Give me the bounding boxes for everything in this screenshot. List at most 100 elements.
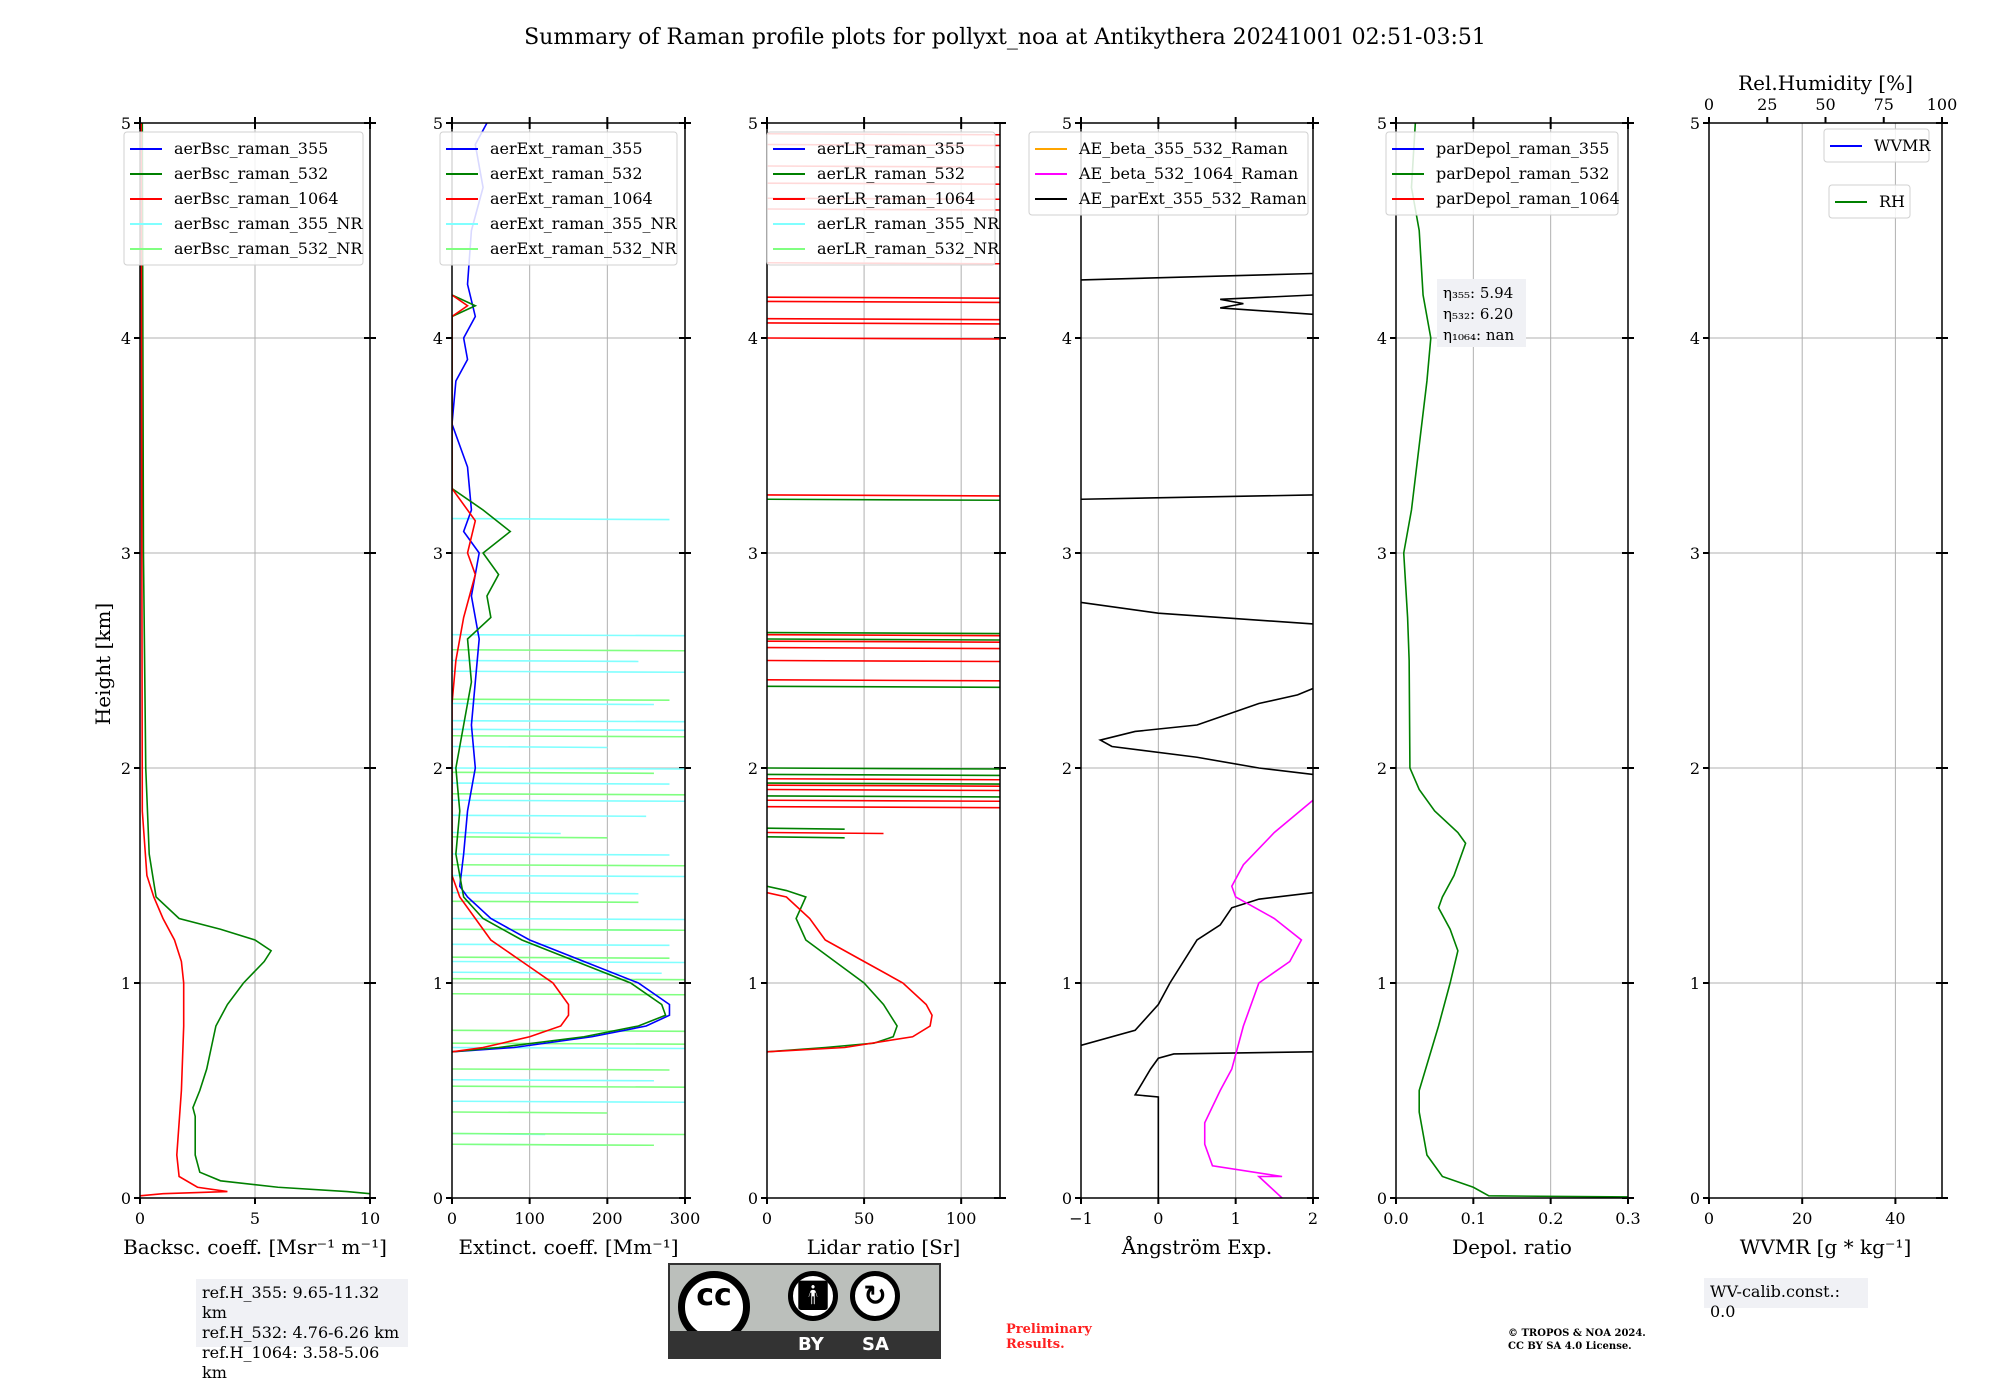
spike-mark (767, 836, 845, 839)
legend-label: aerBsc_raman_1064 (174, 189, 339, 208)
x-tick-label: 1 (1231, 1209, 1241, 1228)
x-axis-label: Extinct. coeff. [Mm⁻¹] (458, 1235, 678, 1259)
refH-532: ref.H_532: 4.76-6.26 km (202, 1323, 400, 1342)
spike-mark (767, 805, 1000, 809)
legend: aerExt_raman_355 aerExt_raman_532 aerExt_r… (439, 131, 678, 266)
spike-mark (452, 767, 685, 770)
legend-label: parDepol_raman_1064 (1436, 189, 1620, 208)
spike-mark (767, 640, 1000, 643)
series-AE_parExt_355_532_Raman (1081, 601, 1313, 625)
cc-by-sa-logo: cc 🚹︎ ↻ BY SA (668, 1263, 941, 1359)
axes-frame (451, 122, 686, 1199)
y-tick-label: 4 (1062, 329, 1072, 348)
panel-2: 0 100 200 300 0 1 2 3 4 5 Extinct. coeff. [Mm⁻¹] ae… (433, 114, 700, 1259)
plot-area (1081, 272, 1313, 1198)
spike-mark (452, 719, 685, 723)
reference-height-box: ref.H_355: 9.65-11.32 km ref.H_532: 4.76… (196, 1279, 408, 1382)
series-aerLR_raman_1064 (767, 891, 933, 1053)
series-parDepol_raman_532 (1402, 123, 1628, 1198)
legend-label: aerExt_raman_532_NR (490, 239, 678, 258)
panel-5: 0.0 0.1 0.2 0.3 0 1 2 3 4 5 Depol. ratio parDepol_r… (1377, 114, 1641, 1259)
spike-mark (452, 977, 685, 981)
y-tick-label: 3 (748, 544, 758, 563)
spike-mark (767, 296, 1000, 299)
plot-area (767, 132, 1000, 1053)
x-tick-label: 0.3 (1615, 1209, 1640, 1228)
legend-box (1823, 128, 1930, 163)
legend-label: parDepol_raman_355 (1436, 139, 1609, 158)
spike-mark (767, 773, 1000, 777)
top-x-tick-label: 0 (1704, 95, 1714, 114)
spike-mark (452, 836, 608, 839)
legend-label: aerLR_raman_355_NR (817, 214, 1000, 233)
spike-mark (767, 782, 1000, 785)
spike-mark (452, 517, 670, 521)
spike-mark (452, 928, 685, 932)
spike-mark (452, 1132, 685, 1136)
spike-mark (767, 498, 1000, 502)
spike-mark (767, 777, 1000, 781)
axes-frame (139, 122, 371, 1199)
x-axis-label: Ångström Exp. (1121, 1234, 1272, 1259)
legend-box (1385, 131, 1619, 216)
y-tick-label: 5 (748, 114, 758, 133)
y-tick-label: 1 (1377, 974, 1387, 993)
spike-mark (452, 734, 685, 738)
y-tick-label: 1 (1062, 974, 1072, 993)
spike-mark (767, 659, 1000, 663)
spike-mark (452, 853, 670, 856)
x-tick-label: 5 (250, 1209, 260, 1228)
preliminary-line1: Preliminary (1006, 1322, 1092, 1337)
spike-mark (452, 648, 685, 652)
spike-mark (767, 638, 1000, 641)
axes-frame (1708, 122, 1943, 1199)
x-tick-label: 50 (854, 1209, 874, 1228)
spike-mark (767, 631, 1000, 635)
x-tick-label: 200 (592, 1209, 623, 1228)
plot-area (140, 123, 370, 1197)
spike-mark (767, 317, 1000, 321)
y-tick-label: 1 (433, 974, 443, 993)
y-tick-label: 0 (1377, 1189, 1387, 1208)
x-tick-label: 0.0 (1383, 1209, 1408, 1228)
annotation-line: η₁₀₆₄: nan (1443, 326, 1514, 344)
series-AE_beta_532_1064_Raman (1203, 799, 1313, 1198)
y-tick-label: 1 (748, 974, 758, 993)
x-tick-label: 300 (670, 1209, 701, 1228)
spike-mark (452, 960, 685, 964)
spike-mark (452, 792, 685, 796)
spike-mark (767, 767, 1000, 770)
x-tick-label: 0.1 (1461, 1209, 1486, 1228)
eta-annotation: η₃₅₅: 5.94 η₅₃₂: 6.20 η₁₀₆₄: nan (1437, 279, 1526, 347)
legend-label: parDepol_raman_532 (1436, 164, 1609, 183)
legend-label: aerBsc_raman_532_NR (174, 239, 363, 258)
preliminary-note: Preliminary Results. (1006, 1322, 1092, 1352)
legend-box (1028, 131, 1309, 216)
sa-share-icon: ↻ (850, 1271, 900, 1321)
refH-355: ref.H_355: 9.65-11.32 km (202, 1283, 380, 1322)
spike-mark (452, 670, 685, 674)
y-tick-label: 3 (433, 544, 443, 563)
y-tick-label: 4 (748, 329, 758, 348)
legend-label: aerLR_raman_532_NR (817, 239, 1000, 258)
y-tick-label: 2 (121, 759, 131, 778)
legend-label: aerExt_raman_355_NR (490, 214, 678, 233)
annotation-line: η₅₃₂: 6.20 (1443, 305, 1513, 323)
legend: parDepol_raman_355 parDepol_raman_532 parD… (1385, 131, 1620, 216)
legend-label: RH (1879, 192, 1905, 211)
x-axis-label: Backsc. coeff. [Msr⁻¹ m⁻¹] (123, 1235, 387, 1259)
spike-mark (767, 788, 1000, 792)
legend-label: aerBsc_raman_532 (174, 164, 328, 183)
axes-frame (1395, 122, 1629, 1199)
top-x-tick-label: 25 (1757, 95, 1777, 114)
spike-mark (452, 1029, 685, 1033)
spike-mark (452, 943, 670, 947)
top-x-tick-label: 75 (1874, 95, 1894, 114)
refH-1064: ref.H_1064: 3.58-5.06 km (202, 1343, 380, 1382)
spike-mark (767, 799, 1000, 803)
x-axis-label: Lidar ratio [Sr] (807, 1235, 961, 1259)
legend-box (123, 131, 364, 266)
spike-mark (452, 659, 639, 663)
legend-box (1828, 184, 1911, 219)
x-tick-label: 100 (514, 1209, 545, 1228)
